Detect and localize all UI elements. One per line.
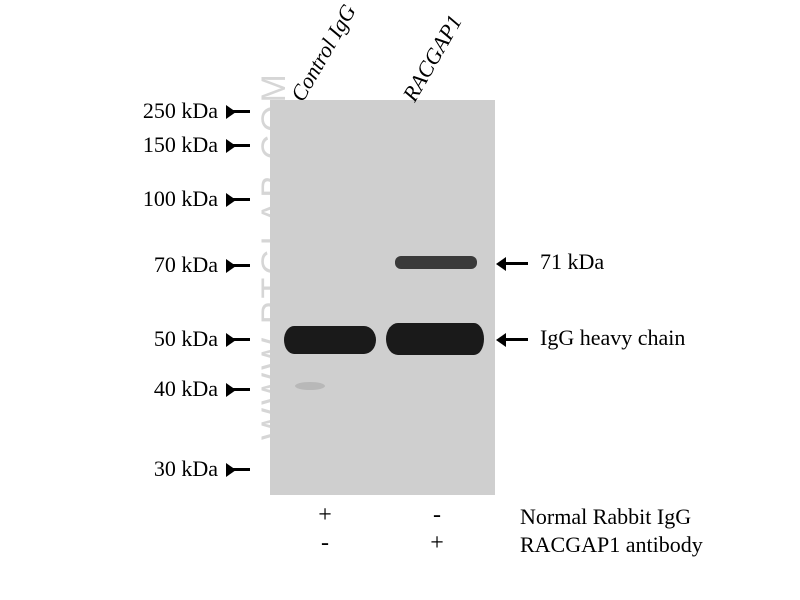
marker-70: 70 kDa (118, 252, 218, 278)
lane-label-control: Control IgG (285, 0, 361, 106)
marker-100: 100 kDa (118, 186, 218, 212)
annotation-igg-heavy: IgG heavy chain (540, 325, 685, 351)
matrix-row2-lane2: + (422, 530, 452, 557)
matrix-row1-label: Normal Rabbit IgG (520, 504, 691, 530)
band-igg-heavy-lane1 (284, 326, 376, 354)
figure-container: WWW.PTGLAB.COM Control IgG RACGAP1 250 k… (0, 0, 800, 600)
matrix-row1-lane2: - (422, 502, 452, 529)
marker-150: 150 kDa (118, 132, 218, 158)
marker-40: 40 kDa (118, 376, 218, 402)
band-igg-heavy-lane2 (386, 323, 484, 355)
marker-30: 30 kDa (118, 456, 218, 482)
annotation-71kda: 71 kDa (540, 249, 604, 275)
matrix-row1-lane1: + (310, 502, 340, 529)
western-blot-membrane (270, 100, 495, 495)
marker-50: 50 kDa (118, 326, 218, 352)
marker-250: 250 kDa (118, 98, 218, 124)
band-noise-40kda (295, 382, 325, 390)
matrix-row2-label: RACGAP1 antibody (520, 532, 703, 558)
matrix-row2-lane1: - (310, 530, 340, 557)
lane-label-sample: RACGAP1 (397, 10, 467, 106)
band-target-71kda (395, 256, 477, 269)
